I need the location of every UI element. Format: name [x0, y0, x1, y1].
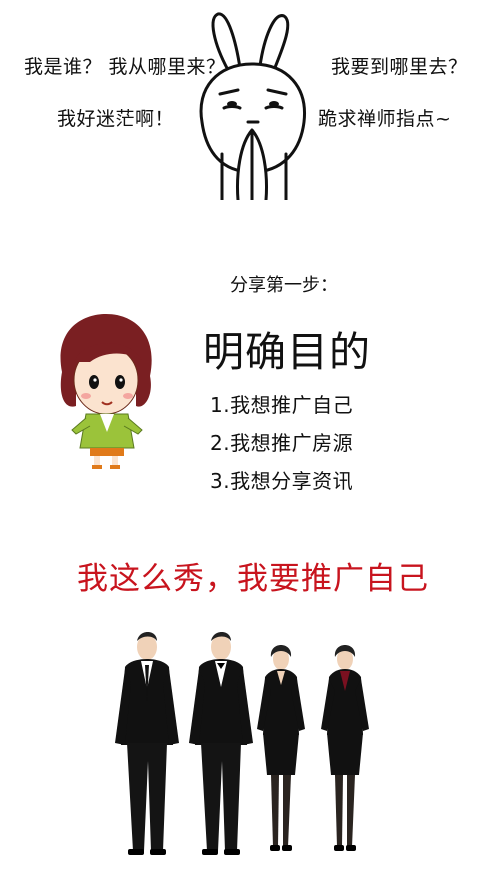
- question-confused: 我好迷茫啊！: [57, 108, 175, 130]
- woman-figure: [321, 645, 369, 851]
- goal-item: 2.我想推广房源: [210, 431, 354, 455]
- man-figure: [189, 632, 253, 855]
- question-where-to: 我要到哪里去？: [331, 56, 468, 78]
- cartoon-girl-icon: [60, 314, 152, 469]
- question-beg-master: 跪求禅师指点~: [318, 108, 452, 130]
- business-people-illustration: [115, 632, 369, 855]
- slogan: 我这么秀，我要推广自己: [77, 561, 429, 597]
- woman-figure: [257, 645, 305, 851]
- question-who-am-i: 我是谁？ 我从哪里来？: [24, 56, 226, 78]
- goal-list: 1.我想推广自己 2.我想推广房源 3.我想分享资讯: [210, 386, 353, 500]
- step-title: 分享第一步：: [230, 275, 338, 296]
- goal-item: 3.我想分享资讯: [210, 469, 354, 493]
- rabbit-praying-icon: [199, 12, 306, 200]
- goal-item: 1.我想推广自己: [210, 393, 354, 417]
- main-heading: 明确目的: [203, 328, 371, 376]
- man-figure: [115, 632, 179, 855]
